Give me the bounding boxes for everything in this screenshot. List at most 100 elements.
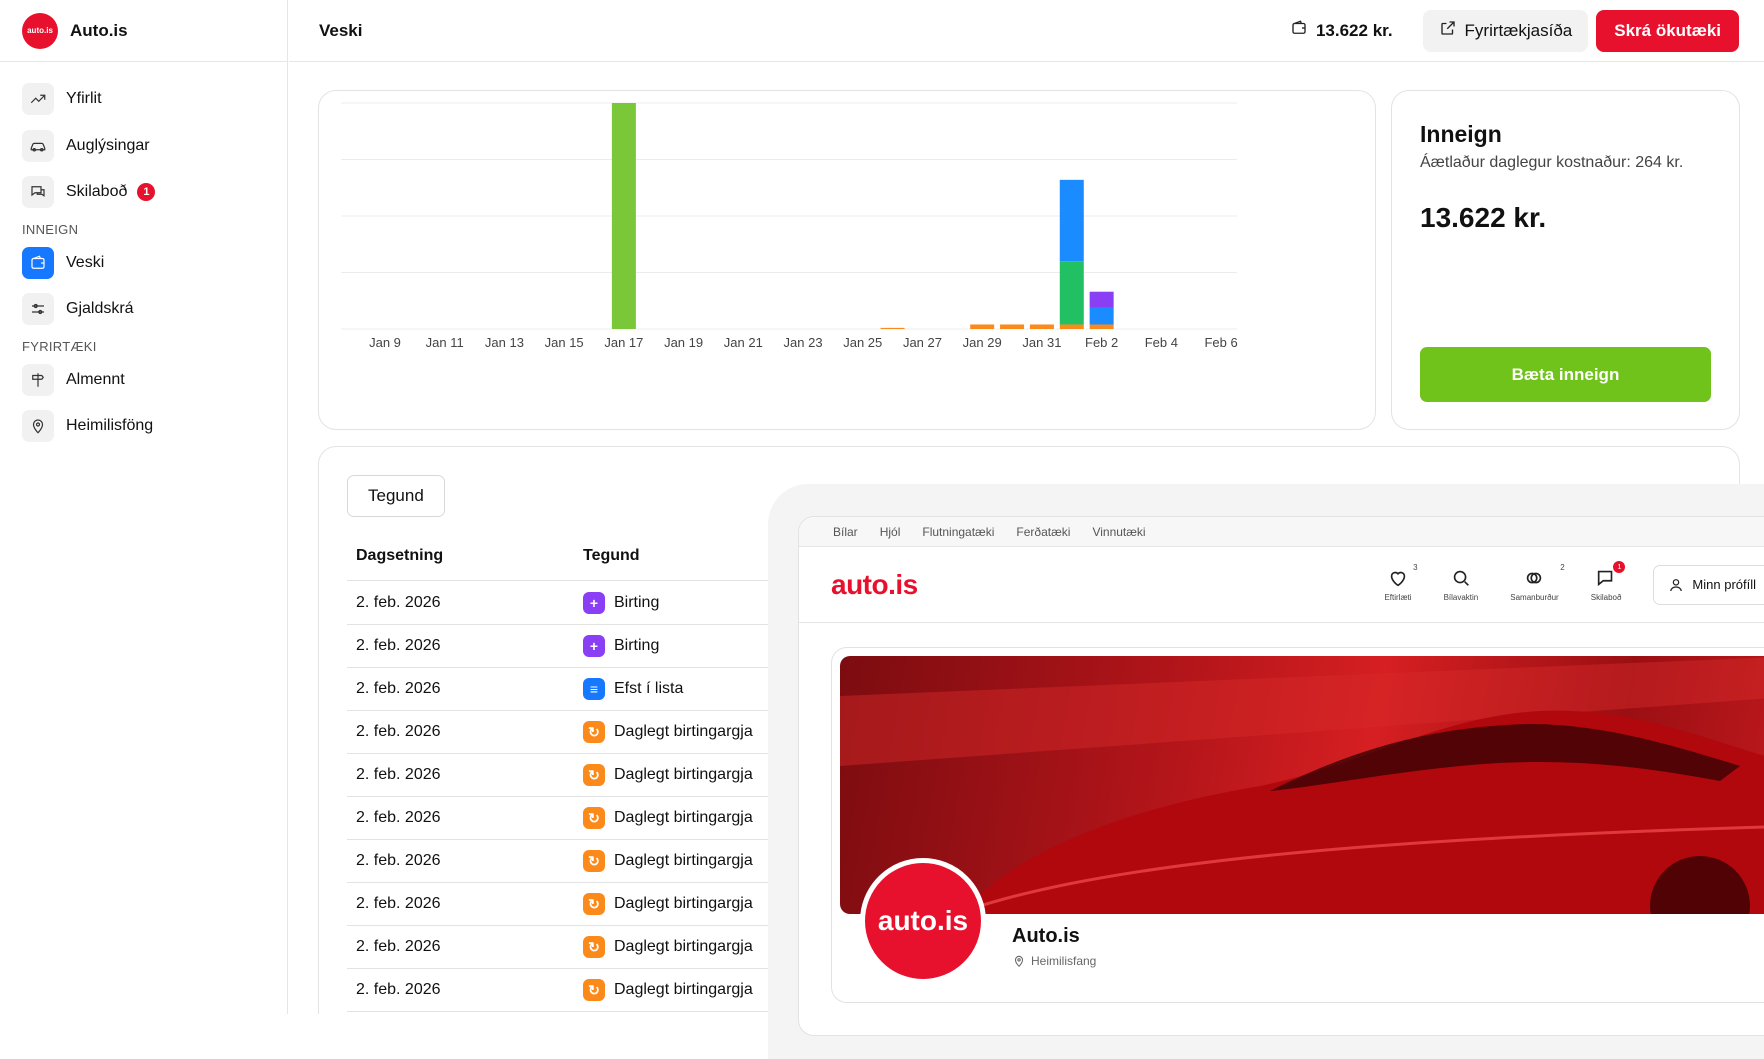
transaction-type-icon: + <box>583 592 605 614</box>
sidebar-item-yfirlit[interactable]: Yfirlit <box>22 82 287 116</box>
brand[interactable]: auto.is Auto.is <box>0 0 287 62</box>
chart-bar-segment[interactable] <box>1059 261 1084 325</box>
x-tick-label: Jan 19 <box>664 335 703 350</box>
row-type-label: Birting <box>614 594 660 611</box>
sidebar-item-veski[interactable]: Veski <box>22 246 287 280</box>
favorites-count: 3 <box>1413 563 1418 572</box>
row-type-label: Daglegt birtingargja <box>614 895 753 912</box>
chart-bar-segment[interactable] <box>1000 324 1025 329</box>
chart-bar-segment[interactable] <box>1089 291 1114 308</box>
chart-bar-segment[interactable] <box>970 324 995 329</box>
sidebar-item-auglysingar[interactable]: Auglýsingar <box>22 129 287 163</box>
preview-nav-item[interactable]: Flutningatæki <box>922 524 995 539</box>
car-watch-label: Bílavaktin <box>1443 593 1479 602</box>
page-title: Veski <box>319 20 363 40</box>
table-row[interactable]: 2. feb. 2026 ↻ Daglegt birtingargja <box>347 711 1047 754</box>
transaction-type-icon: ↻ <box>583 807 605 829</box>
row-type-label: Daglegt birtingargja <box>614 938 753 955</box>
transaction-type-icon: ↻ <box>583 936 605 958</box>
preview-nav-item[interactable]: Vinnutæki <box>1092 524 1146 539</box>
sidebar-item-almennt[interactable]: Almennt <box>22 363 287 397</box>
car-watch-action[interactable]: Bílavaktin <box>1443 567 1479 602</box>
balance-card: Inneign Áætlaður daglegur kostnaður: 264… <box>1391 90 1740 430</box>
row-type-label: Efst í lista <box>614 680 684 697</box>
x-tick-label: Jan 29 <box>963 335 1002 350</box>
x-tick-label: Feb 6 <box>1204 335 1237 350</box>
heart-icon <box>1390 571 1406 587</box>
type-filter-button[interactable]: Tegund <box>347 475 445 517</box>
table-row[interactable]: 2. feb. 2026 ↻ Daglegt birtingargja <box>347 926 1047 969</box>
preview-nav-item[interactable]: Hjól <box>879 524 901 539</box>
unread-badge: 1 <box>137 183 156 201</box>
sliders-icon <box>22 293 54 325</box>
row-date: 2. feb. 2026 <box>356 594 441 611</box>
preview-logo[interactable]: auto.is <box>831 568 918 600</box>
row-type: + Birting <box>583 635 659 657</box>
chart-bar-segment[interactable] <box>1029 324 1054 329</box>
favorites-action[interactable]: 3 Eftirlæti <box>1384 563 1417 602</box>
header-balance: 13.622 kr. <box>1290 19 1393 42</box>
map-pin-icon <box>22 410 54 442</box>
table-row[interactable]: 2. feb. 2026 + Birting <box>347 582 1047 625</box>
chart-bar-segment[interactable] <box>1089 307 1114 325</box>
company-page-preview: Bílar Hjól Flutningatæki Ferðatæki Vinnutæki… <box>768 484 1764 1059</box>
table-row[interactable]: 2. feb. 2026 ↻ Daglegt birtingargja <box>347 883 1047 926</box>
row-type: ↻ Daglegt birtingargja <box>583 721 753 743</box>
chart-bar-segment[interactable] <box>1059 179 1084 262</box>
table-row[interactable]: 2. feb. 2026 ↻ Daglegt birtingargja <box>347 969 1047 1012</box>
row-date: 2. feb. 2026 <box>356 809 441 826</box>
red-car-illustration <box>840 657 1764 914</box>
sidebar-item-heimilisfong[interactable]: Heimilisföng <box>22 409 287 443</box>
table-row[interactable]: 2. feb. 2026 ↻ Daglegt birtingargja <box>347 797 1047 840</box>
add-credit-button[interactable]: Bæta inneign <box>1420 347 1711 402</box>
preview-nav-item[interactable]: Bílar <box>833 524 858 539</box>
table-row[interactable]: 2. feb. 2026 ≡ Efst í lista <box>347 668 1047 711</box>
register-vehicle-button[interactable]: Skrá ökutæki <box>1596 9 1739 52</box>
sidebar-item-skilabod[interactable]: Skilaboð 1 <box>22 175 287 209</box>
table-row[interactable]: 2. feb. 2026 + Birting <box>347 625 1047 668</box>
transaction-type-icon: ≡ <box>583 678 605 700</box>
table-row[interactable]: 2. feb. 2026 ↻ Daglegt birtingargja <box>347 840 1047 883</box>
compare-action[interactable]: 2 Samanburður <box>1510 563 1564 602</box>
company-page-button[interactable]: Fyrirtækjasíða <box>1422 9 1589 52</box>
x-tick-label: Jan 25 <box>843 335 882 350</box>
transaction-type-icon: ↻ <box>583 893 605 915</box>
row-type-label: Daglegt birtingargja <box>614 766 753 783</box>
company-address-text: Heimilisfang <box>1031 954 1097 968</box>
transaction-type-icon: ↻ <box>583 764 605 786</box>
sidebar: auto.is Auto.is Yfirlit Auglýsingar Skil… <box>0 0 288 1014</box>
map-pin-icon <box>1014 955 1024 967</box>
my-profile-button[interactable]: Minn prófíll <box>1653 564 1764 605</box>
row-date: 2. feb. 2026 <box>356 680 441 697</box>
table-row[interactable]: 2. feb. 2026 ↻ Daglegt birtingargja <box>347 754 1047 797</box>
row-date: 2. feb. 2026 <box>356 852 441 869</box>
chart-bar-segment[interactable] <box>1089 324 1114 329</box>
compare-count: 2 <box>1560 563 1565 572</box>
preview-header: auto.is 3 Eftirlæti Bílavaktin 2 Samanbu… <box>799 547 1764 623</box>
company-banner-image <box>840 656 1764 914</box>
chart-bar-segment[interactable] <box>1059 324 1084 329</box>
preview-nav-item[interactable]: Ferðatæki <box>1016 524 1071 539</box>
row-type-label: Birting <box>614 637 660 654</box>
sidebar-item-gjaldskra[interactable]: Gjaldskrá <box>22 292 287 326</box>
header-actions: 13.622 kr. Fyrirtækjasíða Skrá ökutæki <box>1290 9 1764 52</box>
brand-logo: auto.is <box>22 12 58 49</box>
chart-bar-segment[interactable] <box>880 327 905 329</box>
spending-chart-card: Jan 9 Jan 11 Jan 13 Jan 15 Jan 17 Jan 19 Jan 2… <box>318 90 1376 430</box>
row-type: ↻ Daglegt birtingargja <box>583 764 753 786</box>
messages-action[interactable]: 1 Skilaboð <box>1591 561 1626 602</box>
brand-name: Auto.is <box>70 20 128 40</box>
column-header-date[interactable]: Dagsetning <box>356 547 444 564</box>
column-header-type[interactable]: Tegund <box>583 547 640 564</box>
company-avatar: auto.is <box>860 858 986 984</box>
chat-icon <box>1597 570 1613 587</box>
external-link-icon <box>1439 19 1457 42</box>
sidebar-item-label: Veski <box>66 253 105 271</box>
x-tick-label: Jan 31 <box>1022 335 1061 350</box>
chart-bar-segment[interactable] <box>611 103 636 329</box>
compare-label: Samanburður <box>1510 593 1559 602</box>
spending-chart: Jan 9 Jan 11 Jan 13 Jan 15 Jan 17 Jan 19 Jan 2… <box>341 102 1238 350</box>
trend-up-icon <box>22 83 54 115</box>
row-date: 2. feb. 2026 <box>356 723 441 740</box>
row-type-label: Daglegt birtingargja <box>614 809 753 826</box>
